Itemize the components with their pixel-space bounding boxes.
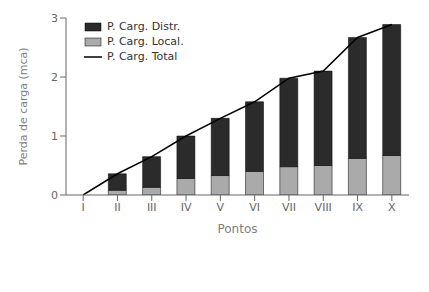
svg-text:VIII: VIII xyxy=(315,201,332,214)
svg-text:V: V xyxy=(217,201,225,214)
html-text:P. Carg. Local.: P. Carg. Local. xyxy=(107,35,184,48)
svg-text:III: III xyxy=(147,201,157,214)
svg-text:Pontos: Pontos xyxy=(217,222,257,236)
svg-text:3: 3 xyxy=(51,12,58,25)
svg-text:X: X xyxy=(388,201,396,214)
svg-text:IV: IV xyxy=(181,201,192,214)
svg-text:Perda de carga (mca): Perda de carga (mca) xyxy=(17,47,30,165)
svg-text:0: 0 xyxy=(51,189,58,202)
html-text:P. Carg. Total: P. Carg. Total xyxy=(107,50,178,63)
svg-text:2: 2 xyxy=(51,71,58,84)
svg-text:1: 1 xyxy=(51,130,58,143)
svg-text:VI: VI xyxy=(249,201,260,214)
svg-text:VII: VII xyxy=(282,201,296,214)
svg-text:I: I xyxy=(82,201,85,214)
html-text:P. Carg. Distr.: P. Carg. Distr. xyxy=(107,20,181,33)
svg-text:II: II xyxy=(114,201,121,214)
svg-text:IX: IX xyxy=(352,201,363,214)
